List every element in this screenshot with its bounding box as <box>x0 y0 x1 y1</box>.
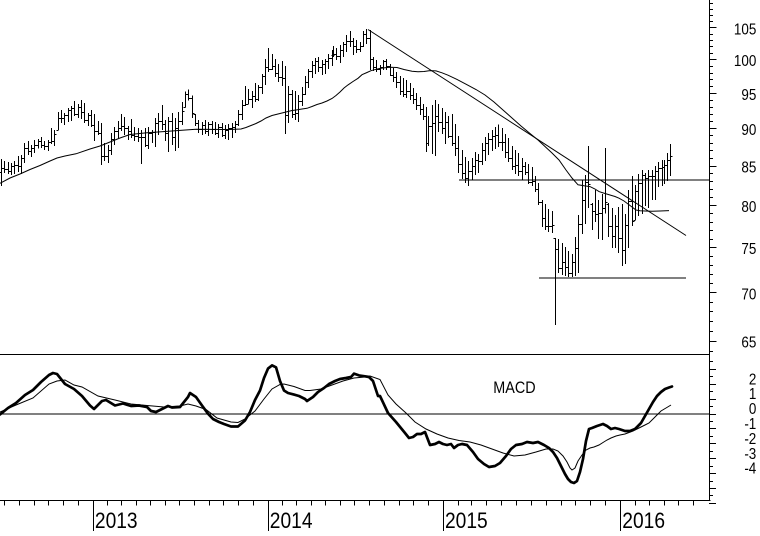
svg-text:80: 80 <box>741 199 756 216</box>
svg-text:2015: 2015 <box>445 508 488 531</box>
svg-text:1: 1 <box>749 386 757 403</box>
svg-text:85: 85 <box>741 159 756 176</box>
svg-text:-3: -3 <box>744 446 756 463</box>
svg-text:90: 90 <box>741 122 756 139</box>
svg-text:2: 2 <box>749 371 757 388</box>
svg-text:-1: -1 <box>744 416 756 433</box>
svg-text:2016: 2016 <box>622 508 665 531</box>
svg-text:0: 0 <box>749 401 757 418</box>
svg-text:2014: 2014 <box>270 508 313 531</box>
svg-text:100: 100 <box>734 53 756 70</box>
svg-text:-2: -2 <box>744 431 756 448</box>
svg-text:2013: 2013 <box>95 508 138 531</box>
svg-text:70: 70 <box>741 286 756 303</box>
svg-text:75: 75 <box>741 241 756 258</box>
svg-text:-4: -4 <box>744 461 756 478</box>
svg-text:65: 65 <box>741 335 756 352</box>
svg-text:MACD: MACD <box>493 378 535 397</box>
svg-text:105: 105 <box>734 21 756 38</box>
svg-text:95: 95 <box>741 87 756 104</box>
